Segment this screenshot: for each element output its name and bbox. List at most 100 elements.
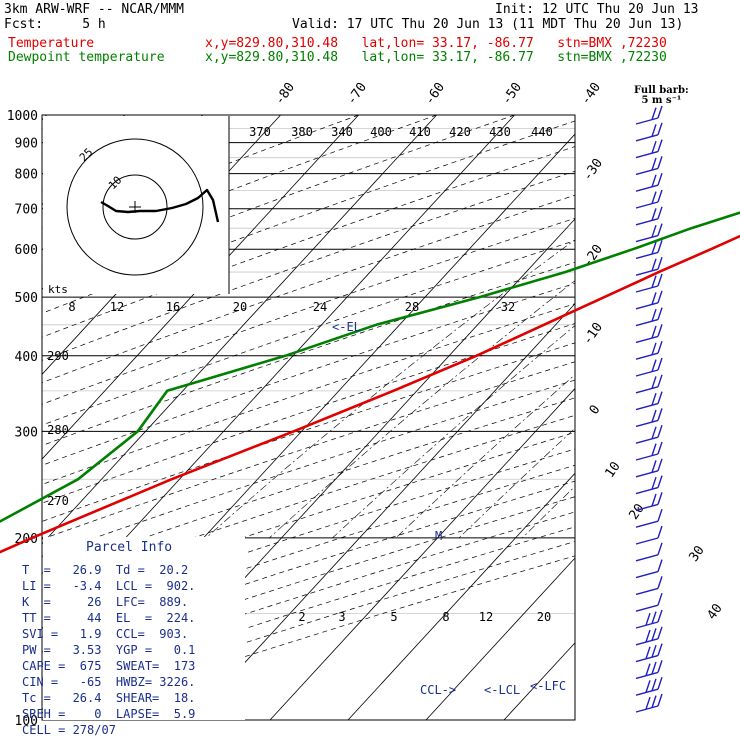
wind-barb-flag (651, 644, 657, 658)
hodograph-units: kts (48, 283, 68, 296)
wind-barb-flag (651, 292, 657, 305)
theta-label: 400 (370, 125, 392, 139)
dry-adiabat (42, 431, 575, 607)
dry-adiabat (42, 414, 575, 591)
wind-barb-staff (635, 486, 659, 495)
wind-barb-staff (635, 335, 659, 344)
wind-barb-flag (651, 140, 657, 154)
mixing-ratio-line (727, 115, 740, 249)
wind-barb (635, 542, 663, 562)
wind-barb-flag (657, 458, 663, 472)
wind-barb-flag (657, 441, 663, 455)
wind-barb (635, 256, 663, 276)
wind-barb-flag (651, 308, 657, 322)
moist-adiabat (332, 325, 575, 539)
wind-barb-staff (635, 436, 659, 444)
wind-barb-staff (635, 520, 659, 528)
wind-barb-flag (657, 206, 663, 220)
wind-barb-staff (635, 285, 659, 293)
isotherm (425, 557, 575, 720)
wind-barb-flag (657, 408, 663, 421)
mixing-ratio-label: 8 (442, 610, 449, 624)
theta-label: 380 (291, 125, 313, 139)
wind-barb-staff (635, 318, 659, 327)
wind-barb-staff (635, 419, 659, 428)
plot-frame (41, 114, 576, 721)
valid-time: Valid: 17 UTC Thu 20 Jun 13 (11 MDT Thu … (292, 17, 684, 32)
wind-barb-flag (651, 224, 657, 238)
dry-adiabat-label: 270 (47, 494, 69, 508)
wind-barb-staff (635, 268, 659, 276)
pressure-tick-label: 1000 (7, 109, 38, 124)
mixing-ratio-label: 20 (537, 610, 551, 624)
wind-barb (635, 609, 663, 629)
wind-barb (635, 592, 663, 612)
mixing-ratio-label: 3 (338, 610, 345, 624)
theta-label: 370 (249, 125, 271, 139)
wind-barb-flag (657, 256, 663, 270)
wind-barb-flag (657, 643, 663, 656)
wind-barb-staff (635, 386, 659, 394)
wind-barb-staff (635, 671, 659, 680)
wind-barb-staff (635, 621, 659, 629)
hodograph-trace (100, 188, 220, 223)
temperature-profile (0, 234, 740, 554)
wind-barb-flag (657, 676, 663, 690)
parcel-row: T = 26.9 Td = 20.2 (22, 563, 189, 577)
isotherm (269, 387, 575, 720)
isotherm-label: -80 (272, 80, 298, 108)
wind-barb-flag (657, 492, 663, 505)
theta-label: 440 (531, 125, 553, 139)
wind-barb-staff (635, 638, 659, 646)
wind-barb-flag (651, 409, 657, 423)
wind-barb-flag (651, 359, 657, 372)
wind-barb (635, 408, 663, 428)
wind-barb-flag (645, 696, 651, 710)
hodograph-ring (102, 174, 168, 240)
wind-barb-flag (645, 629, 651, 643)
thetae-label: 28 (405, 300, 419, 314)
wind-barb (635, 139, 663, 159)
wind-barb (635, 441, 663, 461)
isotherm (660, 115, 740, 720)
wind-barb-staff (635, 587, 659, 596)
wind-barb-flag (645, 646, 651, 660)
mixing-ratio-label: 2 (298, 610, 305, 624)
temperature-legend: Temperature (8, 36, 95, 51)
wind-barb (635, 290, 663, 310)
wind-barb-staff (635, 453, 659, 461)
wind-barb-flag (657, 307, 663, 320)
wind-barb-staff (635, 654, 659, 663)
pressure-tick-label: 100 (15, 714, 38, 729)
init-time: Init: 12 UTC Thu 20 Jun 13 (495, 2, 699, 17)
mixing-ratio-line (587, 115, 740, 249)
isotherm-label: 0 (587, 402, 604, 417)
wind-barb (635, 189, 663, 209)
parcel-row: K = 26 LFC= 889. (22, 595, 189, 609)
parcel-panel (43, 537, 245, 720)
wind-barb-flag (651, 376, 657, 389)
temperature-location: x,y=829.80,310.48 lat,lon= 33.17, -86.77… (205, 36, 667, 51)
wind-barb-staff (635, 369, 659, 377)
wind-barb-flag (645, 663, 651, 676)
pressure-tick-label: 500 (15, 291, 38, 306)
mixing-ratio-label: 12 (479, 610, 493, 624)
wind-barb-flag (657, 357, 663, 371)
wind-barb (635, 324, 663, 344)
wind-barb-staff (635, 705, 659, 713)
wind-barb-staff (635, 554, 659, 562)
theta-label: 420 (449, 125, 471, 139)
level-annotation: CCL-> (420, 683, 456, 697)
wind-barb-flag (657, 172, 663, 186)
sounding-profiles: <-EL CCL-> <-LCL <-LFC M (0, 211, 740, 697)
dry-adiabat (42, 194, 575, 383)
wind-barb-flag (651, 392, 657, 406)
level-annotation: <-LFC (530, 679, 566, 693)
isotherm (503, 642, 575, 720)
isotherm (347, 472, 575, 720)
wind-barb-flag (657, 324, 663, 337)
isotherm-label: -30 (580, 156, 606, 184)
wind-barb (635, 340, 663, 360)
wind-barb-flag (651, 325, 657, 339)
